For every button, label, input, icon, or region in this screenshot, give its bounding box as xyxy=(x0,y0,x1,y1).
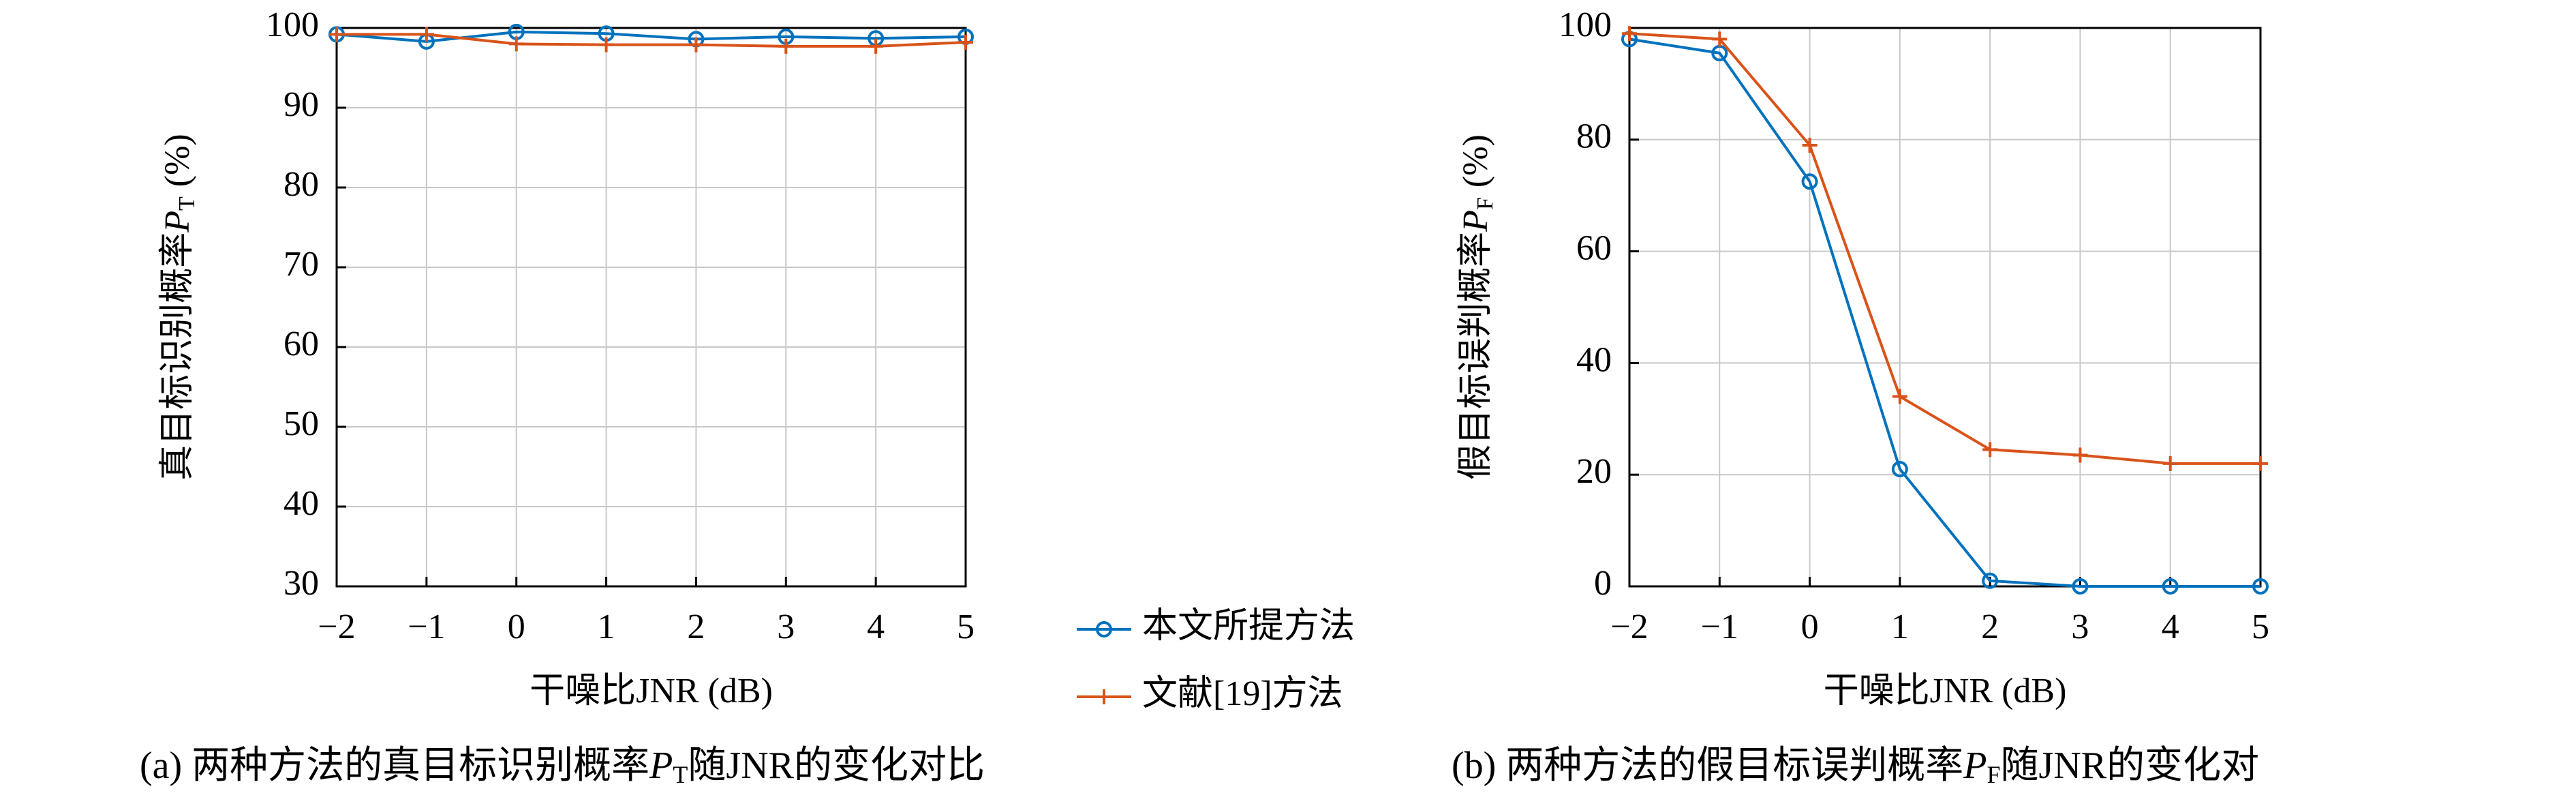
caption-symbol: P xyxy=(1963,745,1987,787)
y-label-symbol: P xyxy=(1456,210,1495,232)
marker xyxy=(1622,26,1637,42)
x-tick-label: 1 xyxy=(598,608,615,646)
marker xyxy=(1891,461,1908,478)
caption-sub: T xyxy=(673,761,688,788)
caption-text: 随JNR的变化对 xyxy=(2001,745,2260,787)
marker xyxy=(1712,31,1728,47)
x-axis-label: 干噪比JNR (dB) xyxy=(1824,672,2067,710)
y-tick-label: 90 xyxy=(283,85,319,124)
caption-text: (b) 两种方法的假目标误判概率 xyxy=(1452,745,1963,787)
marker xyxy=(329,27,344,42)
x-tick-label: 0 xyxy=(508,608,525,646)
y-tick-label: 70 xyxy=(283,245,319,284)
x-tick-label: 3 xyxy=(777,608,795,646)
plot-frame xyxy=(335,27,967,588)
y-tick-label: 100 xyxy=(1559,5,1612,44)
y-axis-label: 假目标误判概率PF (%) xyxy=(1456,134,1498,480)
legend-label: 本文所提方法 xyxy=(1142,607,1355,646)
marker xyxy=(2072,447,2088,463)
marker xyxy=(778,38,794,54)
series-line xyxy=(336,30,966,43)
y-tick-label: 100 xyxy=(266,5,319,44)
y-tick-label: 30 xyxy=(283,564,319,603)
y-tick-label: 80 xyxy=(283,165,319,204)
x-tick-label: 2 xyxy=(687,608,705,646)
marker xyxy=(868,38,884,54)
legend-marker xyxy=(1096,621,1112,638)
marker xyxy=(2253,455,2268,471)
marker xyxy=(2162,455,2178,471)
x-tick-label: 4 xyxy=(867,608,885,646)
marker xyxy=(1982,442,1998,457)
x-tick-label: −1 xyxy=(408,608,445,646)
x-tick-label: −2 xyxy=(1610,608,1648,646)
y-label-text: 假目标误判概率 xyxy=(1456,232,1495,480)
legend-label: 文献[19]方法 xyxy=(1142,674,1343,713)
y-label-text: 真目标识别概率 xyxy=(158,232,197,481)
legend-marker xyxy=(1097,689,1111,704)
y-label-sub: T xyxy=(174,196,200,211)
marker xyxy=(1802,137,1818,153)
x-tick-label: 2 xyxy=(1981,608,1999,646)
x-tick-label: 3 xyxy=(2071,608,2089,646)
x-tick-label: 5 xyxy=(957,608,975,646)
marker xyxy=(1982,572,1999,589)
marker xyxy=(1801,173,1818,190)
caption-sub: F xyxy=(1987,761,2001,788)
y-label-sub: F xyxy=(1473,197,1498,210)
y-tick-label: 80 xyxy=(1576,117,1612,156)
marker xyxy=(508,36,524,52)
marker xyxy=(2072,578,2089,595)
y-label-unit: (%) xyxy=(1456,134,1495,188)
caption: (b) 两种方法的假目标误判概率PF随JNR的变化对 xyxy=(1452,745,2259,788)
x-tick-label: −1 xyxy=(1701,608,1738,646)
marker xyxy=(598,37,614,52)
x-tick-label: 4 xyxy=(2162,608,2179,646)
marker xyxy=(2162,578,2179,595)
caption-text: 随JNR的变化对比 xyxy=(688,745,985,787)
marker xyxy=(958,35,973,50)
caption: (a) 两种方法的真目标识别概率PT随JNR的变化对比 xyxy=(140,745,985,788)
marker xyxy=(2252,578,2269,595)
caption-symbol: P xyxy=(649,745,673,787)
marker xyxy=(1892,389,1907,404)
x-tick-label: −2 xyxy=(318,608,355,646)
series-line xyxy=(1629,38,2260,588)
y-tick-label: 60 xyxy=(1576,229,1612,268)
y-label-symbol: P xyxy=(158,211,197,233)
y-tick-label: 40 xyxy=(1576,340,1612,379)
x-tick-label: 0 xyxy=(1801,608,1819,646)
y-tick-label: 40 xyxy=(283,484,319,523)
marker xyxy=(418,27,434,42)
x-axis-label: 干噪比JNR (dB) xyxy=(530,672,773,710)
x-tick-label: 1 xyxy=(1891,608,1909,646)
y-tick-label: 0 xyxy=(1594,564,1612,603)
plot-frame xyxy=(1628,27,2262,588)
series-line xyxy=(1629,32,2260,465)
caption-text: (a) 两种方法的真目标识别概率 xyxy=(140,745,649,787)
y-tick-label: 50 xyxy=(283,404,319,443)
y-tick-label: 60 xyxy=(283,325,319,363)
x-tick-label: 5 xyxy=(2252,608,2269,646)
y-axis-label: 真目标识别概率PT (%) xyxy=(158,134,200,481)
y-tick-label: 20 xyxy=(1576,452,1612,491)
y-label-unit: (%) xyxy=(158,134,197,187)
series-line xyxy=(337,33,966,48)
marker xyxy=(688,37,704,52)
